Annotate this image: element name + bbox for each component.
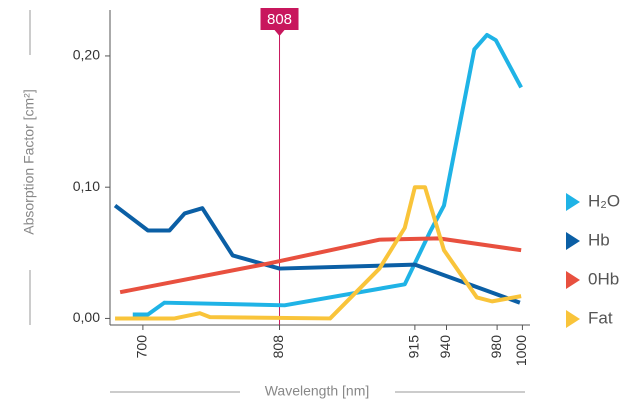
marker-box	[260, 8, 299, 30]
x-tick-label: 808	[270, 335, 286, 359]
y-axis-label: Absorption Factor [cm²]	[21, 89, 37, 235]
x-axis-label: Wavelength [nm]	[265, 383, 370, 399]
series-line	[119, 236, 522, 295]
x-tick-label: 980	[488, 335, 504, 359]
y-tick-label: 0,10	[73, 178, 100, 194]
marker-pointer	[274, 30, 285, 36]
x-tick-label: 1000	[513, 335, 529, 366]
x-tick-label: 940	[437, 335, 453, 359]
series-line	[132, 32, 523, 317]
legend-swatch	[566, 193, 580, 211]
legend-swatch	[566, 271, 580, 289]
legend-label: H₂O	[588, 191, 620, 210]
x-tick-label: 915	[406, 335, 422, 359]
y-tick-label: 0,00	[73, 309, 100, 325]
legend-swatch	[566, 232, 580, 250]
series-line	[115, 185, 522, 321]
series-line	[113, 203, 521, 305]
marker-label: 808	[267, 11, 292, 28]
legend-label: Hb	[588, 230, 610, 249]
legend-label: 0Hb	[588, 269, 619, 288]
legend-label: Fat	[588, 308, 613, 327]
y-tick-label: 0,20	[73, 47, 100, 63]
x-tick-label: 700	[134, 335, 150, 359]
legend-swatch	[566, 310, 580, 328]
